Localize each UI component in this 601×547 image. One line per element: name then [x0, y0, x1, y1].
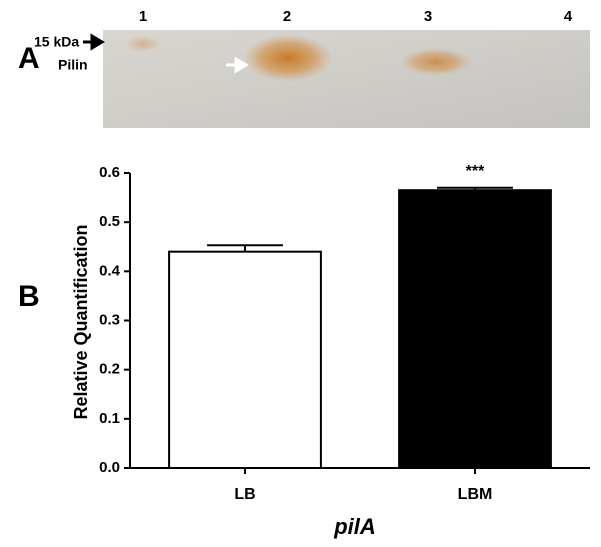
gel-image	[103, 30, 590, 128]
y-tick-label: 0.2	[99, 361, 120, 378]
band-arrow	[226, 56, 249, 74]
lane-label: 4	[564, 8, 573, 25]
y-tick-label: 0.5	[99, 213, 120, 230]
y-tick-label: 0.1	[99, 410, 120, 427]
panel-label: B	[18, 280, 40, 313]
y-tick-label: 0.0	[99, 459, 120, 476]
marker-label: 15 kDa	[34, 34, 79, 50]
band-label: Pilin	[58, 57, 88, 73]
y-tick-label: 0.6	[99, 164, 120, 181]
lane-label: 2	[283, 8, 291, 25]
y-tick-label: 0.4	[99, 262, 121, 279]
lane-label: 3	[424, 8, 432, 25]
significance-label: ***	[466, 163, 485, 180]
x-tick-label: LBM	[458, 486, 493, 503]
marker-arrow	[83, 33, 105, 51]
gel-band	[400, 48, 472, 76]
lane-label: 1	[139, 8, 147, 25]
plot: 0.0 0.1 0.2 0.3 0.4 0.5 0.6 LB LBM ***	[99, 163, 590, 503]
x-axis-title: pilA	[333, 514, 376, 539]
bar	[398, 189, 552, 469]
y-tick-label: 0.3	[99, 311, 120, 328]
gel-band	[125, 36, 161, 52]
x-tick-label: LB	[234, 486, 255, 503]
y-axis-title: Relative Quantification	[71, 224, 91, 419]
error-bar	[207, 244, 283, 252]
panel-label: A	[18, 42, 40, 75]
bar	[168, 250, 322, 469]
error-bar	[437, 186, 513, 191]
gel-band	[243, 34, 333, 82]
